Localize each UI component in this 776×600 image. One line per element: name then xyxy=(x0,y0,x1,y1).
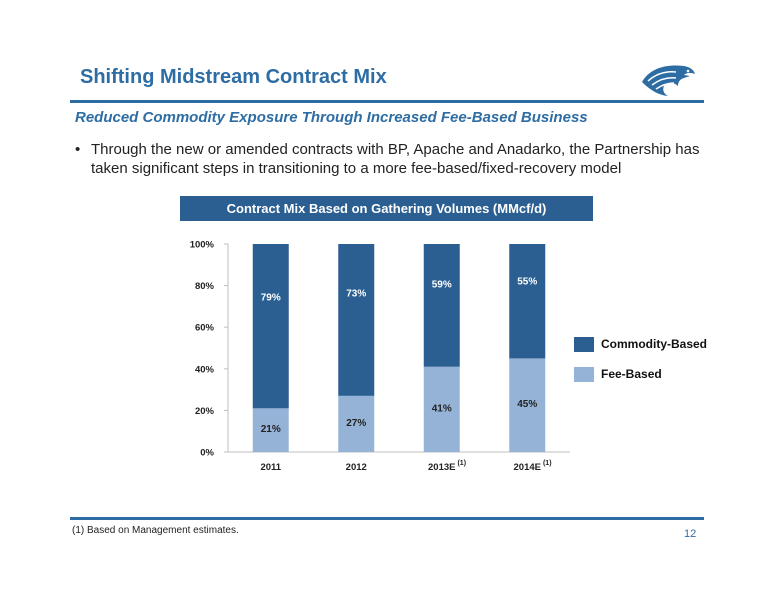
x-tick-label: 2012 xyxy=(346,462,367,473)
slide-title: Shifting Midstream Contract Mix xyxy=(80,66,387,88)
legend-label-fee: Fee-Based xyxy=(601,367,662,381)
bullet-symbol: • xyxy=(75,141,81,158)
x-tick-label: 2014E xyxy=(514,462,541,473)
chart-header: Contract Mix Based on Gathering Volumes … xyxy=(180,196,593,221)
bar-segment xyxy=(338,395,375,452)
y-tick-label: 40% xyxy=(195,364,215,375)
bar-data-label: 41% xyxy=(432,403,452,414)
bar-segment xyxy=(423,366,460,452)
y-tick-label: 0% xyxy=(200,448,214,459)
bar-segment xyxy=(338,244,375,396)
chart-legend: Commodity-Based Fee-Based xyxy=(574,335,707,395)
bar-segment xyxy=(509,358,546,452)
x-tick-footnote-marker: (1) xyxy=(543,460,552,467)
slide-subtitle: Reduced Commodity Exposure Through Incre… xyxy=(75,109,588,126)
eagle-logo-icon xyxy=(642,65,695,96)
y-tick-label: 20% xyxy=(195,406,215,417)
bar-data-label: 45% xyxy=(517,399,537,410)
bullet-point: • Through the new or amended contracts w… xyxy=(75,140,715,178)
legend-swatch-commodity xyxy=(574,336,594,352)
x-tick-footnote-marker: (1) xyxy=(457,460,466,467)
bar-data-label: 73% xyxy=(346,289,366,300)
bar-data-label: 79% xyxy=(261,293,281,304)
legend-item-fee: Fee-Based xyxy=(574,365,707,383)
bar-segment xyxy=(252,244,289,409)
y-tick-label: 100% xyxy=(190,240,215,251)
legend-item-commodity: Commodity-Based xyxy=(574,335,707,353)
bar-data-label: 21% xyxy=(261,424,281,435)
bullet-text: Through the new or amended contracts wit… xyxy=(91,141,700,177)
x-tick-label: 2013E xyxy=(428,462,455,473)
legend-label-commodity: Commodity-Based xyxy=(601,337,708,351)
page-number: 12 xyxy=(684,528,697,540)
footnote: (1) Based on Management estimates. xyxy=(72,525,239,536)
bar-segment xyxy=(423,244,460,367)
y-tick-label: 60% xyxy=(195,323,215,334)
y-tick-label: 80% xyxy=(195,281,215,292)
bar-segment xyxy=(509,244,546,359)
x-tick-label: 2011 xyxy=(260,462,281,473)
bar-data-label: 59% xyxy=(432,279,452,290)
title-divider xyxy=(70,100,704,103)
bar-data-label: 27% xyxy=(346,418,366,429)
legend-swatch-fee xyxy=(574,366,594,382)
bar-segment xyxy=(252,408,289,452)
footer-divider xyxy=(70,517,704,520)
bar-data-label: 55% xyxy=(517,277,537,288)
